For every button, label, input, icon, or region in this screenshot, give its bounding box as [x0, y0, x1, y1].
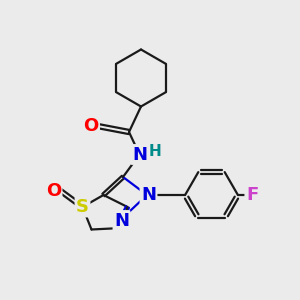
Text: N: N [141, 186, 156, 204]
Text: H: H [149, 144, 161, 159]
Text: F: F [246, 186, 258, 204]
Text: N: N [132, 146, 147, 164]
Text: O: O [83, 117, 98, 135]
Text: O: O [46, 182, 61, 200]
Text: N: N [114, 212, 129, 230]
Text: S: S [76, 198, 89, 216]
